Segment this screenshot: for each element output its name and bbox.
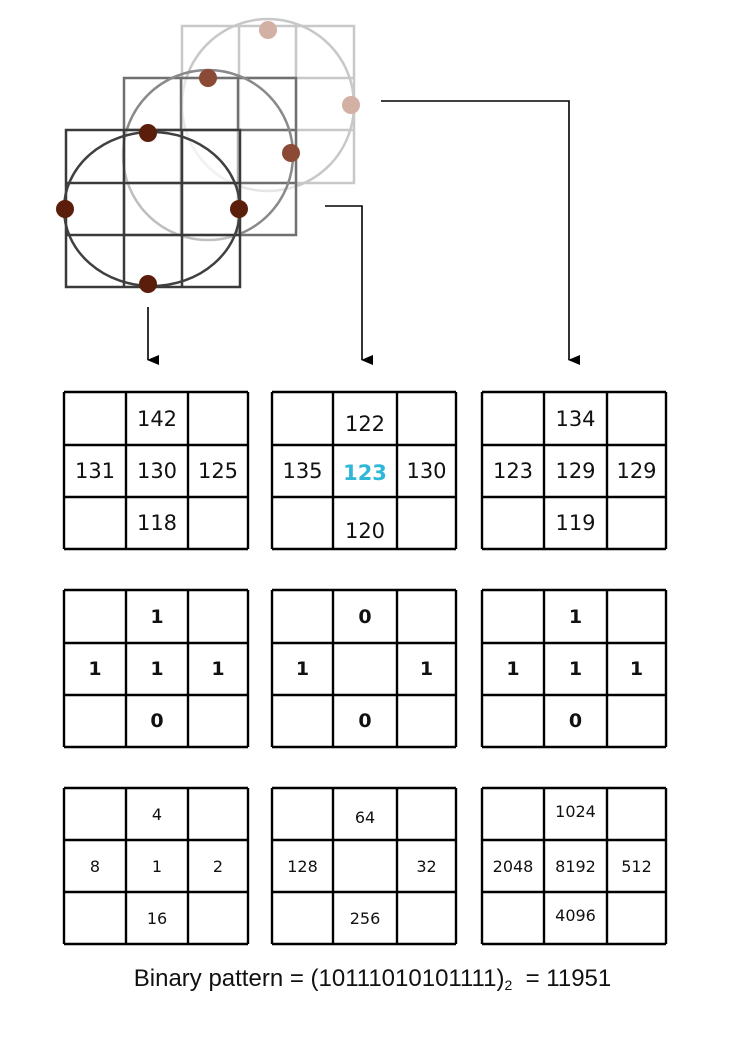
cell-bits-1-left: 1 [88, 658, 102, 680]
sample-points-back [259, 21, 360, 114]
cell-weights-3-right: 512 [621, 856, 652, 876]
cell-values-1-top: 142 [136, 406, 178, 431]
cell-values-2-center: 123 [343, 461, 387, 485]
cell-values-1-center: 130 [136, 459, 178, 483]
cell-bits-3-top: 1 [568, 605, 583, 628]
cell-weights-3-left: 2048 [492, 856, 534, 876]
connector-arrows [147, 100, 580, 365]
cell-bits-1-center: 1 [150, 658, 164, 680]
cell-bits-3-bottom: 0 [568, 710, 583, 732]
caption-prefix: Binary pattern = (10111010101111) [133, 965, 505, 992]
cell-bits-3-center: 1 [568, 658, 583, 680]
cell-values-2-bottom: 120 [344, 519, 386, 543]
sample-point [259, 21, 277, 39]
table-bits-2 [270, 588, 458, 749]
cell-values-2-left: 135 [282, 459, 323, 483]
table-bits-3 [480, 588, 668, 749]
cell-bits-2-top: 0 [358, 605, 372, 628]
sampling-grid-front [62, 128, 242, 289]
neighborhood-tables [62, 390, 668, 946]
sample-point [342, 96, 360, 114]
cell-values-3-left: 123 [492, 459, 534, 483]
cell-weights-2-right: 32 [416, 856, 437, 876]
cell-weights-2-left: 128 [287, 856, 318, 876]
cell-bits-1-top: 1 [150, 605, 164, 628]
cell-values-2-right: 130 [406, 459, 447, 483]
cell-weights-1-right: 2 [212, 856, 224, 876]
sample-point [56, 200, 74, 218]
sample-point [230, 200, 248, 218]
table-weights-3 [480, 786, 668, 946]
sample-point [199, 69, 217, 87]
cell-bits-3-left: 1 [506, 658, 520, 680]
cell-bits-2-left: 1 [295, 658, 310, 680]
arrow-to-grid-3 [381, 100, 580, 365]
cell-values-2-top: 122 [344, 411, 386, 436]
sample-point [282, 144, 300, 162]
cell-values-3-bottom: 119 [555, 511, 596, 535]
table-values-3 [480, 390, 668, 551]
cell-values-1-right: 125 [197, 459, 239, 483]
cell-weights-2-top: 64 [354, 807, 376, 827]
cell-weights-3-center: 8192 [555, 856, 596, 876]
arrow-to-grid-2 [325, 205, 373, 365]
cell-weights-2-bottom: 256 [349, 908, 381, 928]
cell-bits-3-right: 1 [629, 658, 644, 680]
caption-subscript: 2 [504, 977, 513, 993]
cell-bits-2-bottom: 0 [358, 710, 372, 732]
cell-values-1-bottom: 118 [136, 511, 178, 535]
cell-bits-2-right: 1 [419, 658, 434, 680]
table-weights-2 [270, 786, 458, 946]
table-bits-1 [62, 588, 250, 749]
table-values-1 [62, 390, 250, 551]
cell-weights-1-top: 4 [151, 804, 163, 824]
cell-values-3-right: 129 [616, 459, 657, 483]
cell-bits-1-bottom: 0 [150, 710, 164, 732]
cell-weights-1-left: 8 [89, 856, 101, 876]
cell-values-1-left: 131 [74, 459, 116, 483]
table-values-2 [270, 390, 458, 551]
cell-weights-2-center [334, 841, 396, 891]
sample-point [139, 275, 157, 293]
table-weights-1 [62, 786, 250, 946]
cell-weights-1-center: 1 [151, 856, 163, 876]
cell-bits-1-right: 1 [211, 658, 225, 680]
cell-values-3-top: 134 [555, 406, 596, 431]
caption-result: = 11951 [512, 965, 612, 992]
sample-point [139, 124, 157, 142]
cell-values-3-center: 129 [555, 459, 596, 483]
binary-pattern-caption: Binary pattern = (10111010101111)2 = 119… [0, 965, 745, 1005]
sample-points-front [56, 124, 248, 293]
sample-points-middle [199, 69, 300, 162]
cell-weights-1-bottom: 16 [146, 908, 168, 928]
cell-weights-3-top: 1024 [555, 801, 596, 821]
cell-weights-3-bottom: 4096 [555, 905, 596, 925]
cell-bits-2-center [334, 644, 396, 694]
